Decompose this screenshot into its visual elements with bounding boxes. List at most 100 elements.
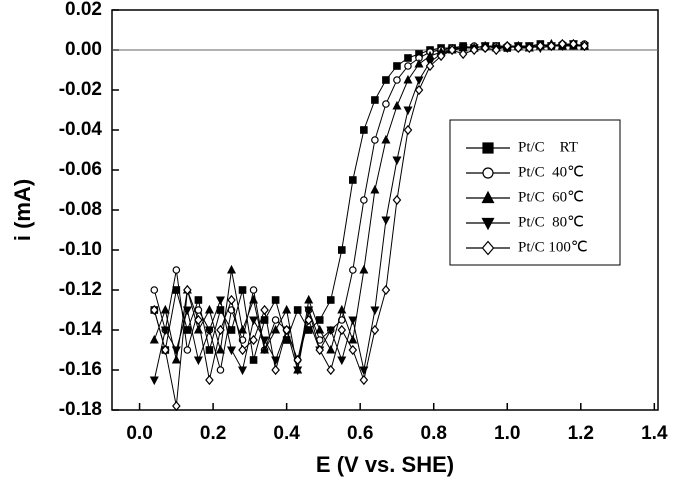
marker	[371, 136, 379, 144]
y-tick-label: -0.02	[59, 79, 102, 100]
y-tick-label: -0.14	[59, 319, 103, 340]
marker	[348, 334, 358, 344]
marker	[337, 246, 346, 254]
marker	[271, 296, 280, 304]
legend-label: Pt/C 100℃	[518, 239, 588, 255]
marker	[349, 176, 357, 184]
marker	[260, 344, 270, 354]
y-tick-label: -0.06	[59, 159, 102, 180]
marker	[370, 306, 380, 316]
marker	[282, 304, 292, 314]
y-axis-title: i (mA)	[10, 179, 35, 241]
marker	[194, 296, 203, 304]
x-tick-label: 0.8	[421, 423, 447, 444]
marker	[161, 344, 170, 356]
marker	[403, 106, 413, 116]
marker	[370, 184, 380, 194]
marker	[480, 42, 490, 54]
marker	[260, 336, 270, 346]
legend-label: Pt/C 80℃	[518, 214, 584, 230]
marker	[249, 356, 258, 364]
marker	[226, 346, 237, 356]
marker	[569, 38, 578, 50]
legend-label: Pt/C 60℃	[518, 189, 584, 205]
marker	[393, 76, 401, 84]
marker	[337, 304, 347, 314]
x-tick-label: 1.4	[641, 423, 668, 444]
marker	[337, 356, 347, 366]
marker	[171, 346, 181, 356]
marker	[458, 48, 468, 60]
marker	[172, 266, 181, 274]
marker	[382, 100, 390, 108]
y-tick-label: 0.02	[65, 0, 102, 20]
marker	[249, 294, 259, 304]
marker	[149, 304, 159, 316]
marker	[227, 326, 236, 334]
marker	[393, 62, 401, 70]
marker	[171, 354, 181, 364]
marker	[271, 316, 280, 324]
series-line	[153, 43, 585, 371]
marker	[216, 324, 225, 336]
marker	[227, 294, 236, 306]
legend-marker	[482, 142, 494, 154]
marker	[172, 400, 181, 412]
legend-marker	[482, 167, 494, 179]
marker	[525, 42, 534, 54]
marker	[215, 296, 225, 306]
marker	[216, 366, 225, 374]
y-tick-label: -0.12	[59, 279, 102, 300]
marker	[381, 284, 391, 296]
marker	[238, 344, 247, 356]
marker	[326, 344, 336, 354]
marker	[371, 96, 379, 104]
marker	[359, 374, 369, 386]
marker	[260, 304, 269, 316]
marker	[404, 62, 412, 70]
marker	[315, 344, 325, 356]
legend-box	[449, 119, 621, 266]
marker	[271, 364, 280, 376]
marker	[348, 316, 358, 326]
marker	[580, 40, 589, 52]
marker	[204, 326, 214, 336]
marker	[403, 124, 413, 136]
marker	[326, 296, 335, 304]
marker	[304, 314, 314, 326]
marker	[392, 156, 402, 166]
marker	[360, 126, 368, 134]
legend-label: Pt/C RT	[518, 139, 578, 155]
marker	[183, 284, 192, 296]
marker	[458, 44, 468, 54]
y-tick-label: -0.16	[59, 359, 102, 380]
marker	[304, 306, 314, 316]
marker	[558, 38, 567, 50]
marker	[205, 374, 214, 386]
x-tick-label: 0.4	[273, 423, 300, 444]
marker	[194, 314, 203, 326]
marker	[502, 40, 512, 52]
legend-label: Pt/C 40℃	[518, 164, 584, 180]
y-tick-label: 0.00	[65, 39, 102, 60]
marker	[193, 356, 203, 366]
marker	[215, 344, 225, 354]
marker	[205, 346, 214, 354]
marker	[513, 42, 523, 54]
marker	[359, 264, 369, 274]
marker	[293, 354, 302, 366]
marker	[404, 54, 412, 62]
legend-marker	[481, 240, 495, 256]
marker	[293, 306, 302, 314]
legend-marker	[481, 217, 495, 231]
marker	[349, 266, 357, 274]
y-tick-label: -0.18	[59, 399, 102, 420]
x-tick-label: 0.2	[200, 423, 226, 444]
marker	[447, 44, 457, 56]
marker	[392, 194, 402, 206]
marker	[149, 334, 159, 344]
marker	[469, 44, 479, 56]
marker	[238, 286, 247, 294]
marker	[381, 134, 391, 144]
